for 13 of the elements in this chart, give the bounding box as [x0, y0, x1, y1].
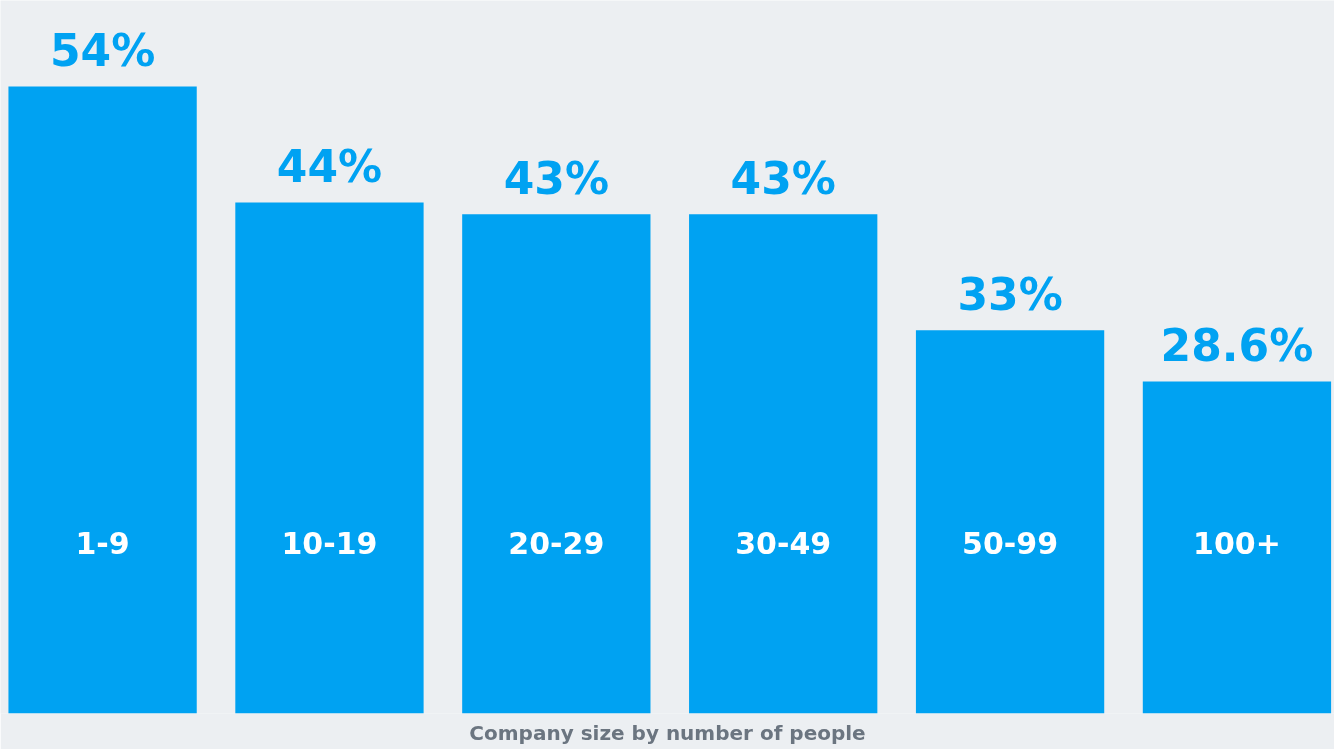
x-tick-label: 100+: [1193, 525, 1281, 561]
data-label: 28.6%: [1160, 319, 1314, 371]
data-label: 43%: [730, 152, 836, 204]
x-tick-label: 20-29: [508, 525, 605, 561]
x-tick-label: 50-99: [962, 525, 1059, 561]
data-label: 33%: [957, 268, 1063, 320]
x-tick-label: 1-9: [75, 525, 130, 561]
data-label: 54%: [49, 24, 156, 76]
data-label: 43%: [503, 152, 609, 204]
x-axis-title: Company size by number of people: [469, 720, 866, 745]
data-label: 44%: [276, 141, 383, 193]
x-tick-label: 30-49: [735, 525, 832, 561]
x-tick-label: 10-19: [281, 525, 378, 561]
